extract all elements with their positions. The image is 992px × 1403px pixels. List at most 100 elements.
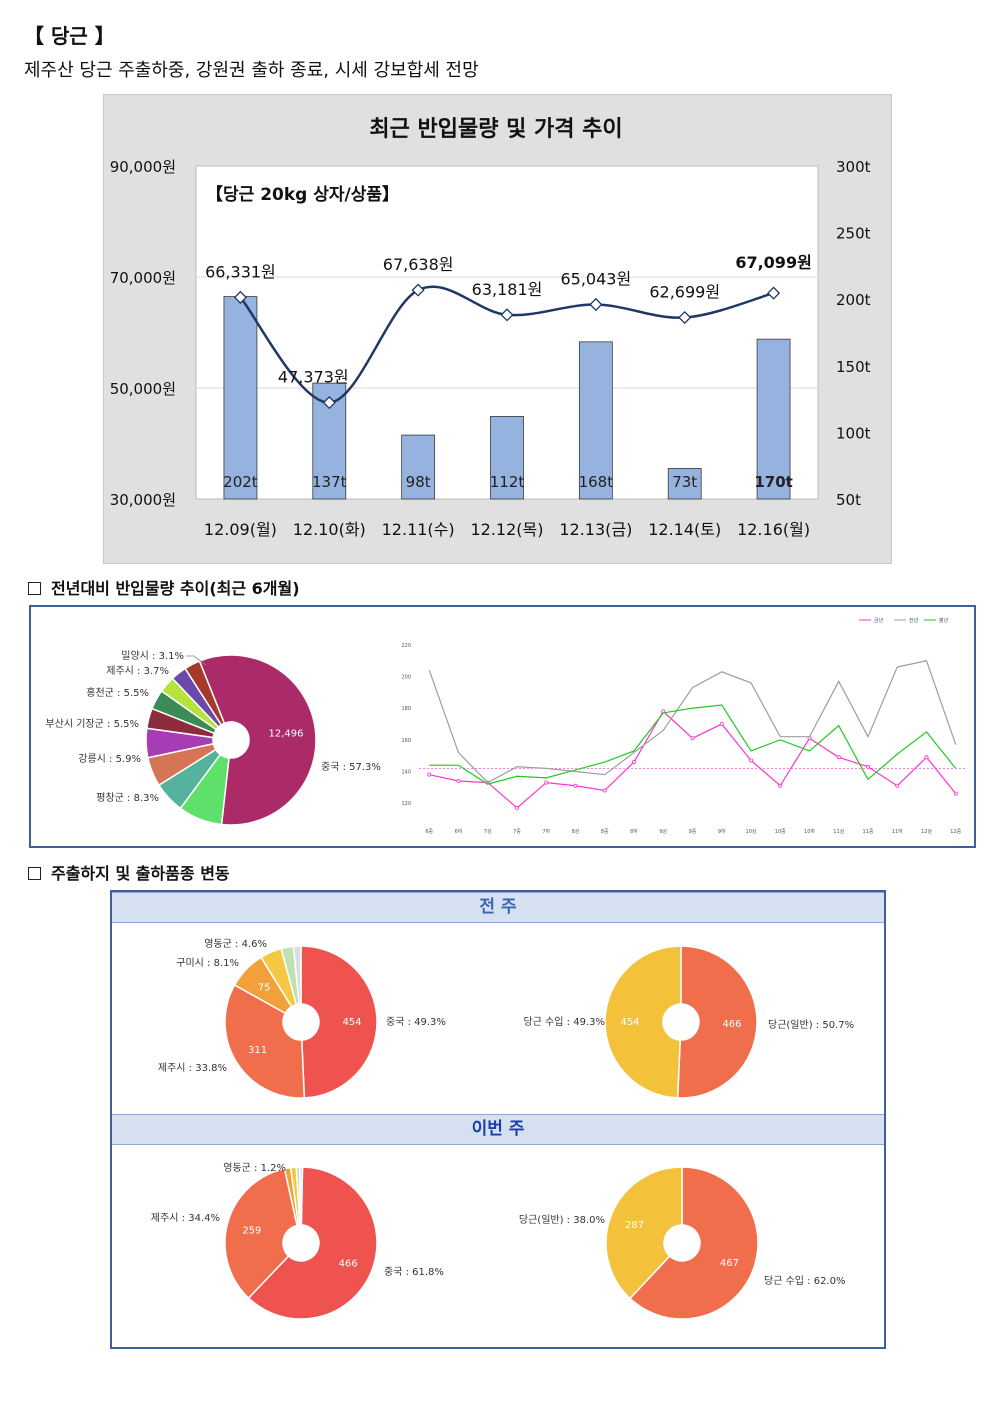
price-label: 67,099원 [735,253,811,272]
slice-value-label: 466 [722,1019,741,1030]
category-label: 12.12(목) [470,520,543,539]
price-marker [766,286,781,300]
x-tick-label: 12상 [921,828,932,835]
right-axis-tick: 150t [836,358,871,376]
pie-slice [292,945,302,1005]
x-tick-label: 6하 [455,828,463,835]
left-axis-tick: 90,000원 [110,158,176,176]
slice-name-label: 제주시 : 3.7% [106,665,169,677]
slice-name-label: 영동군 : 4.6% [204,938,267,950]
price-label: 63,181원 [472,280,543,299]
pie-slice [198,654,317,826]
series-marker [924,755,929,760]
prev-week-header: 전 주 [112,892,884,923]
slice-name-label: 중국 : 57.3% [321,761,381,773]
trend-panel: 12,496 중국 : 57.3% 평창군 : 8.3% 강릉시 : 5.9% 부산시 … [29,605,976,848]
price-marker [678,310,692,325]
series-marker [749,758,754,763]
volume-bar [667,467,702,500]
x-tick-label: 7하 [542,828,550,835]
volume-bar [401,434,436,500]
slice-value-label: 311 [248,1045,267,1056]
category-label: 12.16(월) [737,520,810,539]
chart-subtitle: 【당근 20kg 상자/상품】 [206,184,399,205]
series-marker [602,788,607,793]
x-tick-label: 11하 [892,828,903,835]
prev-week-origin-pie: 454 311 75 중국 : 49.3% 제주시 : 33.8% 구미시 : 8.1% 영… [158,938,446,1099]
series-line [429,710,957,809]
bar-value-label: 137t [312,473,347,491]
slice-value-label: 75 [258,983,271,994]
x-tick-label: 11상 [833,828,844,835]
right-axis-tick: 100t [836,424,871,442]
left-axis-tick: 70,000원 [110,269,176,287]
volume-bar [756,338,791,500]
this-week-variety-pie: 467 287 당근 수입 : 62.0% 당근(일반) : 38.0% [519,1166,845,1320]
bar-value-label: 170t [754,473,792,491]
legend-label: 금년 [874,617,884,624]
slice-name-label: 강릉시 : 5.9% [78,753,141,765]
bar-value-label: 168t [579,473,614,491]
price-label: 62,699원 [649,283,720,302]
this-week-origin-pie: 466 259 중국 : 61.8% 제주시 : 34.4% 영동군 : 1.2% [151,1162,444,1320]
slice-name-label: 제주시 : 34.4% [151,1212,220,1224]
category-label: 12.14(토) [648,520,721,539]
checkbox-square-icon [28,582,41,595]
price-volume-chart: 최근 반입물량 및 가격 추이 【당근 20kg 상자/상품】 90,000원 70,… [110,117,871,539]
series-marker [514,805,519,810]
pie-slice [300,945,378,1099]
price-label: 47,373원 [278,368,349,387]
series-marker [427,772,432,777]
yearly-trend-line-chart: 220 200 180 160 140 120 6중 6하 7상 7중 7하 8상 8중 8하 9상 9중 9하… [401,617,966,835]
series-marker [836,755,841,760]
bar-value-label: 73t [672,473,697,491]
right-axis-tick: 250t [836,225,871,243]
x-tick-label: 8하 [630,828,638,835]
slice-value-label: 467 [720,1258,739,1269]
right-axis-tick: 50t [836,491,861,509]
pie-slice [184,660,226,726]
slice-name-label: 부산시 기장군 : 5.5% [45,718,139,730]
origin-pie-chart: 12,496 중국 : 57.3% 평창군 : 8.3% 강릉시 : 5.9% 부산시 … [45,650,381,826]
slice-value-label: 454 [620,1017,639,1028]
right-axis-tick: 200t [836,291,871,309]
right-axis-tick: 300t [836,158,871,176]
series-line [429,704,957,785]
x-tick-label: 12중 [950,829,961,835]
volume-bar [490,416,524,500]
price-marker [233,290,248,304]
bar-value-label: 202t [223,473,258,491]
left-axis-tick: 50,000원 [110,380,176,398]
slice-name-label: 구미시 : 8.1% [176,957,239,969]
pie-slice [247,1166,378,1320]
pie-slice [604,945,682,1099]
category-label: 12.10(화) [293,520,366,539]
x-tick-label: 6중 [425,829,433,835]
pie-slice [676,945,758,1099]
series-marker [573,783,578,788]
slice-name-label: 중국 : 49.3% [386,1016,446,1028]
price-marker [411,283,425,297]
series-marker [778,783,783,788]
x-tick-label: 11중 [863,829,874,835]
y-tick-label: 180 [401,706,411,712]
y-tick-label: 220 [401,643,411,649]
x-tick-label: 9중 [689,829,697,835]
pie-slice [628,1166,759,1320]
pie-slice [224,1167,298,1300]
prev-week-variety-pie: 466 454 당근(일반) : 50.7% 당근 수입 : 49.3% [524,945,854,1099]
volume-bar [578,341,613,500]
x-tick-label: 7상 [484,828,492,835]
y-tick-label: 120 [401,801,411,807]
slice-name-label: 밀양시 : 3.1% [121,650,184,662]
pie-slice [605,1166,683,1300]
x-tick-label: 8상 [572,828,580,835]
slice-value-label: 287 [625,1220,644,1231]
x-tick-label: 10상 [746,828,757,835]
slice-name-label: 제주시 : 33.8% [158,1062,227,1074]
price-label: 67,638원 [383,255,454,274]
slice-name-label: 당근(일반) : 50.7% [768,1019,854,1031]
y-tick-label: 140 [401,770,411,776]
y-tick-label: 200 [401,675,411,681]
price-marker [322,396,336,410]
